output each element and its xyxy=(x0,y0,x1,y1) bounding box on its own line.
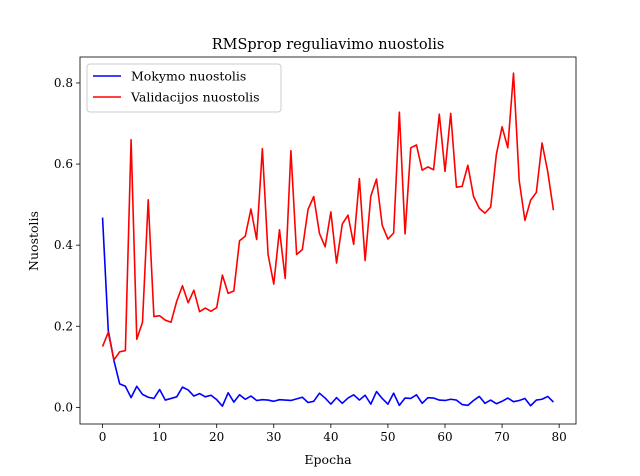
x-tick-label: 40 xyxy=(323,430,338,444)
legend-box xyxy=(86,63,282,113)
plot-frame xyxy=(79,56,577,425)
y-tick-label: 0.6 xyxy=(54,157,73,171)
x-tick-label: 80 xyxy=(552,430,567,444)
x-tick-label: 50 xyxy=(380,430,395,444)
x-tick-label: 10 xyxy=(152,430,167,444)
x-tick-label: 0 xyxy=(99,430,107,444)
x-tick-label: 70 xyxy=(494,430,509,444)
y-tick-label: 0.8 xyxy=(54,76,73,90)
y-tick-label: 0.0 xyxy=(54,400,73,414)
chart-title: RMSprop reguliavimo nuostolis xyxy=(212,37,445,53)
x-tick-label: 30 xyxy=(266,430,281,444)
legend-label-1: Mokymo nuostolis xyxy=(131,69,246,84)
series-line-1 xyxy=(101,217,555,407)
legend-label-2: Validacijos nuostolis xyxy=(130,90,260,105)
series-line-2 xyxy=(101,72,555,361)
legend: Mokymo nuostolis Validacijos nuostolis xyxy=(86,63,282,113)
x-tick-label: 20 xyxy=(209,430,224,444)
y-axis-label: Nuostolis xyxy=(26,211,41,271)
y-tick-label: 0.2 xyxy=(54,319,73,333)
y-tick-label: 0.4 xyxy=(54,238,73,252)
x-tick-label: 60 xyxy=(437,430,452,444)
x-axis-label: Epocha xyxy=(304,452,352,467)
